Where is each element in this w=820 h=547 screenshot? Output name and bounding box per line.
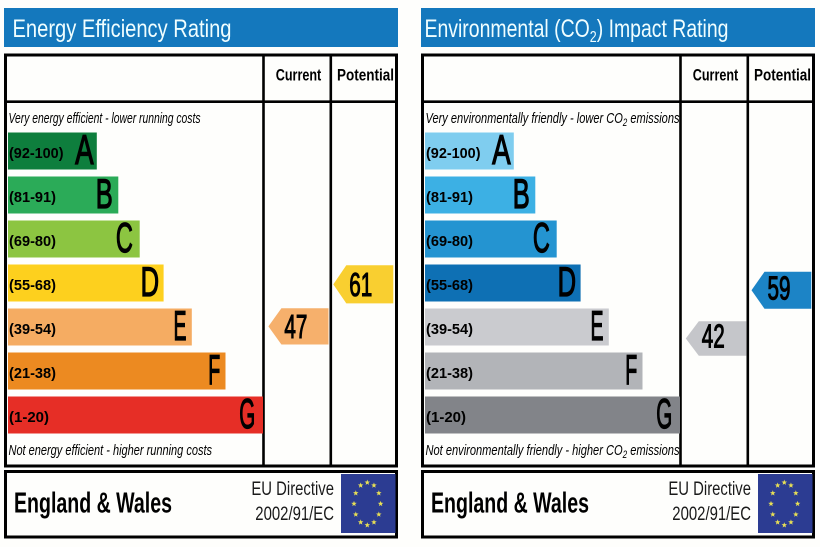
svg-text:(92-100): (92-100) [426, 145, 481, 162]
svg-text:Potential: Potential [754, 66, 811, 85]
svg-text:F: F [625, 346, 637, 393]
svg-text:(69-80): (69-80) [9, 233, 56, 250]
svg-text:B: B [96, 170, 113, 217]
svg-text:(21-38): (21-38) [9, 365, 56, 382]
svg-text:(39-54): (39-54) [426, 321, 473, 338]
svg-text:D: D [558, 258, 577, 305]
svg-text:E: E [174, 302, 187, 349]
svg-text:D: D [141, 258, 160, 305]
svg-text:(21-38): (21-38) [426, 365, 473, 382]
svg-text:EU Directive: EU Directive [251, 479, 334, 500]
svg-text:(55-68): (55-68) [9, 277, 56, 294]
svg-text:2002/91/EC: 2002/91/EC [672, 504, 751, 525]
svg-text:B: B [513, 170, 530, 217]
svg-text:Not energy efficient - higher: Not energy efficient - higher running co… [9, 442, 213, 459]
svg-text:59: 59 [768, 270, 791, 307]
svg-text:England & Wales: England & Wales [431, 488, 589, 520]
svg-text:(55-68): (55-68) [426, 277, 473, 294]
svg-text:(81-91): (81-91) [426, 189, 473, 206]
svg-text:(1-20): (1-20) [9, 409, 49, 426]
svg-text:(1-20): (1-20) [426, 409, 466, 426]
svg-text:G: G [656, 390, 672, 437]
svg-text:(81-91): (81-91) [9, 189, 56, 206]
svg-text:E: E [591, 302, 604, 349]
svg-text:Very environmentally friendly: Very environmentally friendly - lower CO… [426, 110, 680, 129]
svg-text:Current: Current [276, 66, 322, 85]
svg-text:Potential: Potential [337, 66, 394, 85]
svg-text:42: 42 [702, 318, 725, 355]
svg-text:Very energy efficient - lower: Very energy efficient - lower running co… [9, 110, 201, 127]
svg-text:F: F [208, 346, 220, 393]
svg-text:A: A [75, 126, 94, 173]
svg-text:(69-80): (69-80) [426, 233, 473, 250]
svg-text:G: G [239, 390, 255, 437]
svg-text:EU Directive: EU Directive [668, 479, 751, 500]
svg-text:Energy Efficiency Rating: Energy Efficiency Rating [13, 15, 232, 43]
svg-text:(39-54): (39-54) [9, 321, 56, 338]
svg-text:Not environmentally friendly -: Not environmentally friendly - higher CO… [426, 442, 680, 461]
svg-text:47: 47 [284, 308, 307, 345]
svg-text:2002/91/EC: 2002/91/EC [255, 504, 334, 525]
svg-text:Environmental (CO2) Impact Rat: Environmental (CO2) Impact Rating [425, 15, 729, 46]
svg-text:England & Wales: England & Wales [14, 488, 172, 520]
svg-text:C: C [533, 214, 550, 261]
svg-text:(92-100): (92-100) [9, 145, 64, 162]
svg-text:A: A [492, 126, 511, 173]
svg-text:C: C [116, 214, 133, 261]
svg-text:Current: Current [693, 66, 739, 85]
svg-text:61: 61 [349, 266, 372, 303]
